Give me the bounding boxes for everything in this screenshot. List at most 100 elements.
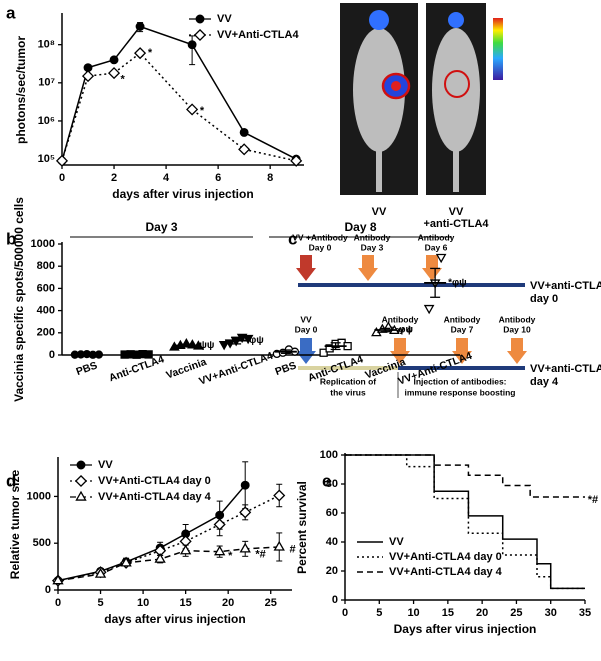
- x-axis-label: Days after virus injection: [394, 622, 537, 636]
- x-axis-label: days after virus injection: [112, 187, 253, 201]
- mouse: [353, 28, 405, 152]
- x-tick-label: 35: [579, 607, 591, 619]
- panel-letter: e: [322, 471, 331, 490]
- series-line: [61, 25, 297, 162]
- data-point: [239, 542, 251, 553]
- x-tick-label: 0: [59, 172, 65, 184]
- y-tick-label: 20: [326, 565, 338, 577]
- imaging: VV VV +anti-CTLA4: [340, 3, 503, 230]
- phase-label: the virus: [330, 387, 366, 397]
- arrow-label: Day 3: [361, 242, 384, 252]
- annotation: φψ: [249, 335, 264, 346]
- data-point: [81, 70, 95, 83]
- x-tick-label: 2: [111, 172, 117, 184]
- annotation: *φψ: [448, 277, 467, 288]
- x-tick-label: 5: [97, 597, 103, 609]
- mouse-tail: [376, 150, 382, 192]
- data-point: [186, 103, 199, 116]
- arrow-label: Day 0: [295, 324, 318, 334]
- data-point: [423, 304, 435, 315]
- signal: [369, 10, 389, 30]
- series-line: [61, 52, 297, 162]
- annotation: *: [200, 105, 205, 117]
- data-point: [213, 518, 226, 531]
- x-tick-label: 30: [545, 607, 557, 619]
- annotation: *: [148, 47, 153, 59]
- x-tick-label: 8: [267, 172, 273, 184]
- annotation: φψ: [398, 325, 413, 336]
- row-label: day 4: [530, 376, 559, 388]
- data-point: [290, 154, 303, 167]
- x-tick-label: 15: [442, 607, 454, 619]
- y-tick-label: 10⁶: [38, 115, 55, 127]
- data-point: [435, 253, 447, 264]
- data-point: [135, 22, 145, 31]
- data-point: [154, 552, 166, 563]
- y-tick-label: 500: [33, 537, 51, 549]
- data-point: [213, 545, 226, 556]
- y-axis-label: Vaccinia specific spots/500000 cells: [12, 197, 26, 402]
- data-point: [239, 506, 252, 519]
- panel-letter: d: [6, 471, 16, 490]
- data-point: [120, 556, 132, 567]
- phase-label: Replication of: [320, 376, 376, 386]
- row-label: VV+anti-CTLA4: [530, 363, 601, 375]
- x-tick-label: 25: [510, 607, 522, 619]
- y-tick-label: 40: [326, 536, 338, 548]
- data-point: [239, 127, 249, 137]
- image-label: VV: [372, 206, 387, 218]
- data-point: [134, 47, 147, 60]
- panel-letter: a: [6, 3, 16, 22]
- arrow-label: Day 4: [389, 324, 412, 334]
- group-label: Day 8: [344, 220, 376, 234]
- annotation: *#: [588, 494, 598, 506]
- x-tick-label: 20: [476, 607, 488, 619]
- mouse-tail: [453, 150, 459, 192]
- survival-curve: [345, 454, 585, 590]
- tumor-outline: [444, 70, 470, 98]
- legend-label: VV: [217, 13, 232, 25]
- y-tick-label: 1000: [31, 238, 55, 250]
- y-tick-label: 1000: [27, 490, 51, 502]
- group-label: Day 3: [145, 220, 177, 234]
- y-tick-label: 100: [320, 449, 338, 461]
- data-point: [52, 574, 64, 585]
- row-label: VV+anti-CTLA4: [530, 280, 601, 292]
- y-axis-label: photons/sec/tumor: [14, 36, 28, 144]
- annotation: *: [121, 74, 126, 86]
- data-point: [273, 489, 286, 502]
- signal: [448, 12, 464, 28]
- x-tick-label: PBS: [75, 359, 99, 378]
- annotation: #: [289, 544, 295, 556]
- arrow-label: Antibody: [499, 314, 536, 324]
- arrow-label: Day 0: [309, 242, 332, 252]
- data-point: [343, 341, 352, 351]
- schedule-diagram: VV +Antibody Day 0 Antibody Day 3 Antibo…: [292, 232, 601, 398]
- data-point: [238, 143, 251, 156]
- arrow-label: Day 10: [503, 324, 531, 334]
- legend-label: VV+Anti-CTLA4 day 4: [389, 566, 503, 578]
- y-tick-label: 10⁷: [38, 77, 55, 89]
- x-tick-label: 5: [376, 607, 382, 619]
- legend-label: VV+Anti-CTLA4 day 4: [98, 491, 212, 503]
- colorbar: [493, 18, 503, 80]
- x-tick-label: 25: [265, 597, 277, 609]
- data-point: [218, 341, 230, 351]
- arrow-label: VV: [300, 314, 312, 324]
- y-tick-label: 10⁸: [38, 39, 55, 51]
- arrow-label: Antibody: [382, 314, 419, 324]
- legend-marker: [74, 474, 88, 488]
- data-point: [240, 480, 250, 490]
- arrow: [390, 338, 410, 364]
- y-tick-label: 800: [37, 260, 55, 272]
- legend-label: VV+Anti-CTLA4 day 0: [98, 475, 211, 487]
- x-tick-label: 10: [407, 607, 419, 619]
- x-tick-label: 0: [342, 607, 348, 619]
- legend-marker: [195, 14, 205, 24]
- arrow-label: Day 7: [451, 324, 474, 334]
- data-point: [94, 567, 107, 578]
- data-point: [107, 67, 121, 80]
- legend-marker: [193, 28, 207, 42]
- data-point: [179, 544, 192, 555]
